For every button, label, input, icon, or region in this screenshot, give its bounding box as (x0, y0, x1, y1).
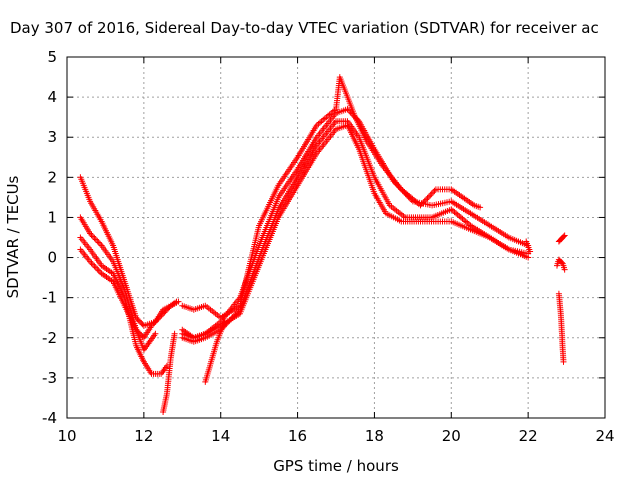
data-point (162, 308, 169, 314)
data-point (163, 306, 170, 313)
x-tick-label: 12 (134, 427, 153, 445)
x-tick-label: 22 (519, 427, 538, 445)
data-point (172, 299, 179, 306)
data-point (135, 317, 142, 324)
data-point (560, 233, 567, 240)
x-tick-label: 18 (365, 427, 384, 445)
chart-title: Day 307 of 2016, Sidereal Day-to-day VTE… (10, 19, 599, 37)
y-tick-label: -2 (42, 329, 57, 347)
data-point (139, 321, 146, 328)
data-point (560, 358, 567, 365)
x-tick-label: 14 (211, 427, 230, 445)
y-tick-label: -1 (42, 289, 57, 307)
y-tick-label: 5 (47, 48, 57, 66)
data-point (171, 330, 178, 337)
data-point (152, 330, 159, 337)
y-tick-label: 4 (47, 88, 57, 106)
y-axis-label: SDTVAR / TECUs (4, 175, 22, 298)
x-tick-label: 24 (595, 427, 614, 445)
y-tick-label: 0 (47, 249, 57, 267)
data-point (561, 232, 568, 239)
x-tick-label: 20 (442, 427, 461, 445)
x-tick-label: 10 (57, 427, 76, 445)
data-point (477, 204, 484, 211)
data-point (173, 298, 180, 305)
data-point (431, 187, 438, 194)
y-tick-label: -3 (42, 369, 57, 387)
data-point (165, 305, 172, 312)
data-markers (77, 74, 568, 415)
data-point (138, 320, 145, 327)
x-tick-label: 16 (288, 427, 307, 445)
y-tick-label: 2 (47, 168, 57, 186)
plot-frame (66, 56, 606, 419)
x-axis-label: GPS time / hours (273, 457, 399, 475)
y-tick-label: 3 (47, 128, 57, 146)
y-tick-label: -4 (42, 409, 57, 427)
data-point (561, 266, 568, 273)
data-point (525, 254, 532, 261)
data-point (137, 318, 143, 325)
data-point (221, 318, 228, 325)
data-point (424, 195, 431, 202)
data-point (421, 198, 428, 204)
data-point (527, 248, 534, 255)
y-tick-label: 1 (47, 208, 57, 226)
data-point (428, 190, 435, 197)
grid-lines (67, 57, 605, 418)
